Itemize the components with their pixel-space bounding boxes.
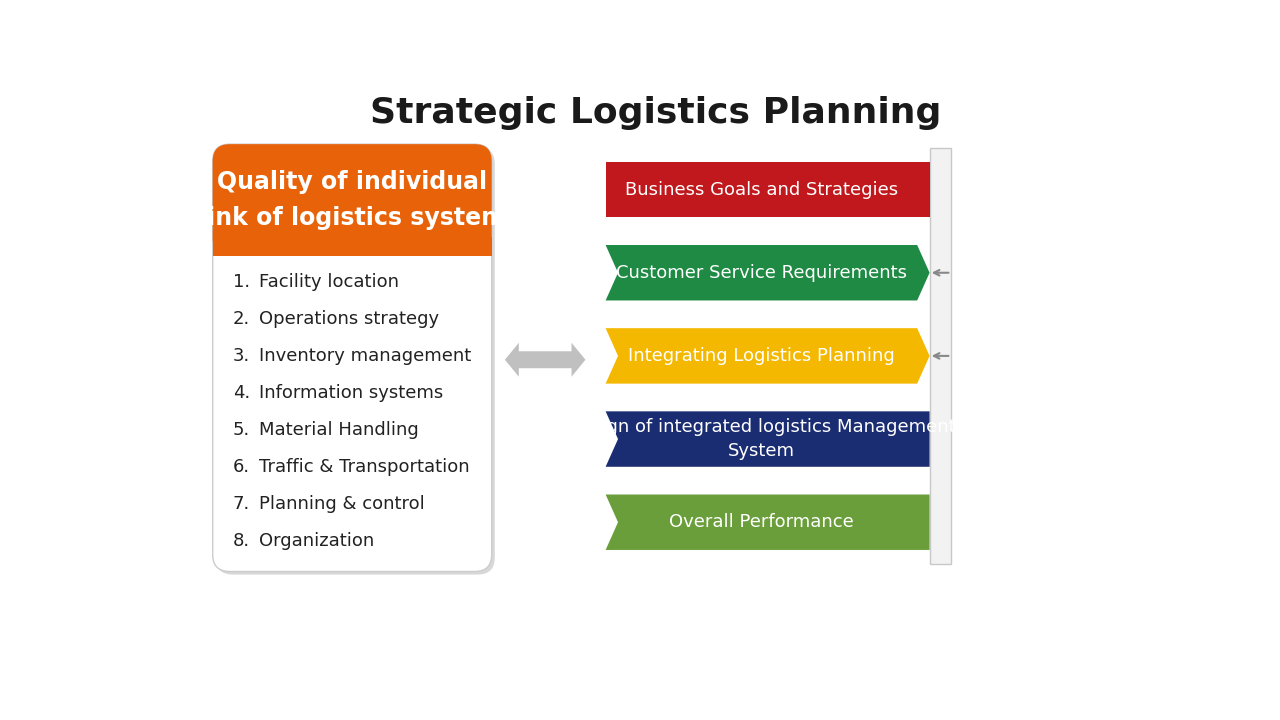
Polygon shape: [605, 495, 929, 550]
Bar: [929, 148, 951, 564]
Bar: [212, 238, 492, 256]
Text: Integrating Logistics Planning: Integrating Logistics Planning: [628, 347, 895, 365]
Text: 1.: 1.: [233, 273, 250, 291]
Text: Business Goals and Strategies: Business Goals and Strategies: [625, 181, 899, 199]
Text: 8.: 8.: [233, 532, 250, 550]
Text: Strategic Logistics Planning: Strategic Logistics Planning: [370, 96, 942, 130]
Polygon shape: [605, 411, 929, 467]
Text: 3.: 3.: [233, 347, 250, 365]
Text: 5.: 5.: [233, 421, 250, 439]
Text: 6.: 6.: [233, 459, 250, 477]
Text: Facility location: Facility location: [259, 273, 399, 291]
Polygon shape: [605, 245, 929, 300]
Text: Information systems: Information systems: [259, 384, 443, 402]
Text: Traffic & Transportation: Traffic & Transportation: [259, 459, 470, 477]
Text: Overall Performance: Overall Performance: [669, 513, 854, 531]
Text: Design of integrated logistics Management
System: Design of integrated logistics Managemen…: [567, 418, 956, 460]
Text: Operations strategy: Operations strategy: [259, 310, 439, 328]
FancyBboxPatch shape: [212, 144, 492, 256]
Text: 7.: 7.: [233, 495, 250, 513]
Text: Customer Service Requirements: Customer Service Requirements: [616, 264, 908, 282]
Text: Inventory management: Inventory management: [259, 347, 471, 365]
Polygon shape: [605, 162, 929, 217]
Text: Planning & control: Planning & control: [259, 495, 425, 513]
FancyBboxPatch shape: [216, 147, 495, 575]
Polygon shape: [504, 343, 585, 377]
FancyBboxPatch shape: [212, 144, 492, 572]
Text: 2.: 2.: [233, 310, 250, 328]
Text: Organization: Organization: [259, 532, 375, 550]
Text: 4.: 4.: [233, 384, 250, 402]
Polygon shape: [605, 328, 929, 384]
Text: Material Handling: Material Handling: [259, 421, 419, 439]
Text: Quality of individual
link of logistics system: Quality of individual link of logistics …: [198, 170, 506, 230]
